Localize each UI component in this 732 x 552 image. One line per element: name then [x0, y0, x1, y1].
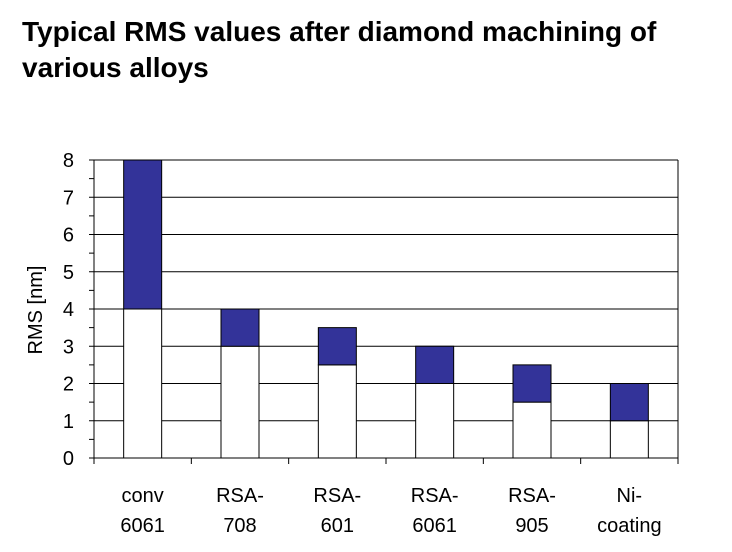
bar-segment [415, 383, 455, 459]
category-label: RSA- [508, 485, 556, 507]
bar-segment [609, 420, 649, 459]
y-tick-label: 5 [63, 262, 74, 284]
category-label: RSA- [313, 485, 361, 507]
bar-segment [220, 308, 260, 347]
y-tick-label: 3 [63, 336, 74, 358]
bar-segment [123, 159, 163, 310]
category-label: Ni- [617, 485, 643, 507]
category-label: 905 [515, 515, 548, 537]
bar-segment [609, 383, 649, 422]
gridlines [94, 159, 679, 458]
labels: 0 1 2 3 4 5 6 7 8 conv 6061 RSA- 708 RSA- 601 RSA- 6061 R… [63, 150, 662, 537]
axes [89, 159, 679, 464]
category-label: 601 [321, 515, 354, 537]
y-tick-label: 2 [63, 374, 74, 396]
bar-segment [123, 308, 163, 459]
bar-segment [512, 364, 552, 403]
category-label: 6061 [120, 515, 165, 537]
y-tick-label: 6 [63, 225, 74, 247]
y-tick-label: 0 [63, 448, 74, 470]
category-label: RSA- [216, 485, 264, 507]
category-label: coating [597, 515, 662, 537]
bar-segment [512, 401, 552, 459]
category-label: RSA- [411, 485, 459, 507]
y-axis-title: RMS [nm] [25, 266, 47, 355]
y-tick-label: 4 [63, 299, 74, 321]
bar-segment [415, 345, 455, 384]
bar-segment [317, 327, 357, 366]
bars [123, 159, 649, 459]
y-tick-label: 1 [63, 411, 74, 433]
bar-segment [317, 364, 357, 459]
bar-segment [220, 345, 260, 459]
y-tick-label: 7 [63, 187, 74, 209]
chart-title: Typical RMS values after diamond machini… [22, 16, 657, 83]
category-label: 708 [223, 515, 256, 537]
category-label: 6061 [412, 515, 457, 537]
y-tick-label: 8 [63, 150, 74, 172]
category-label: conv [122, 485, 164, 507]
